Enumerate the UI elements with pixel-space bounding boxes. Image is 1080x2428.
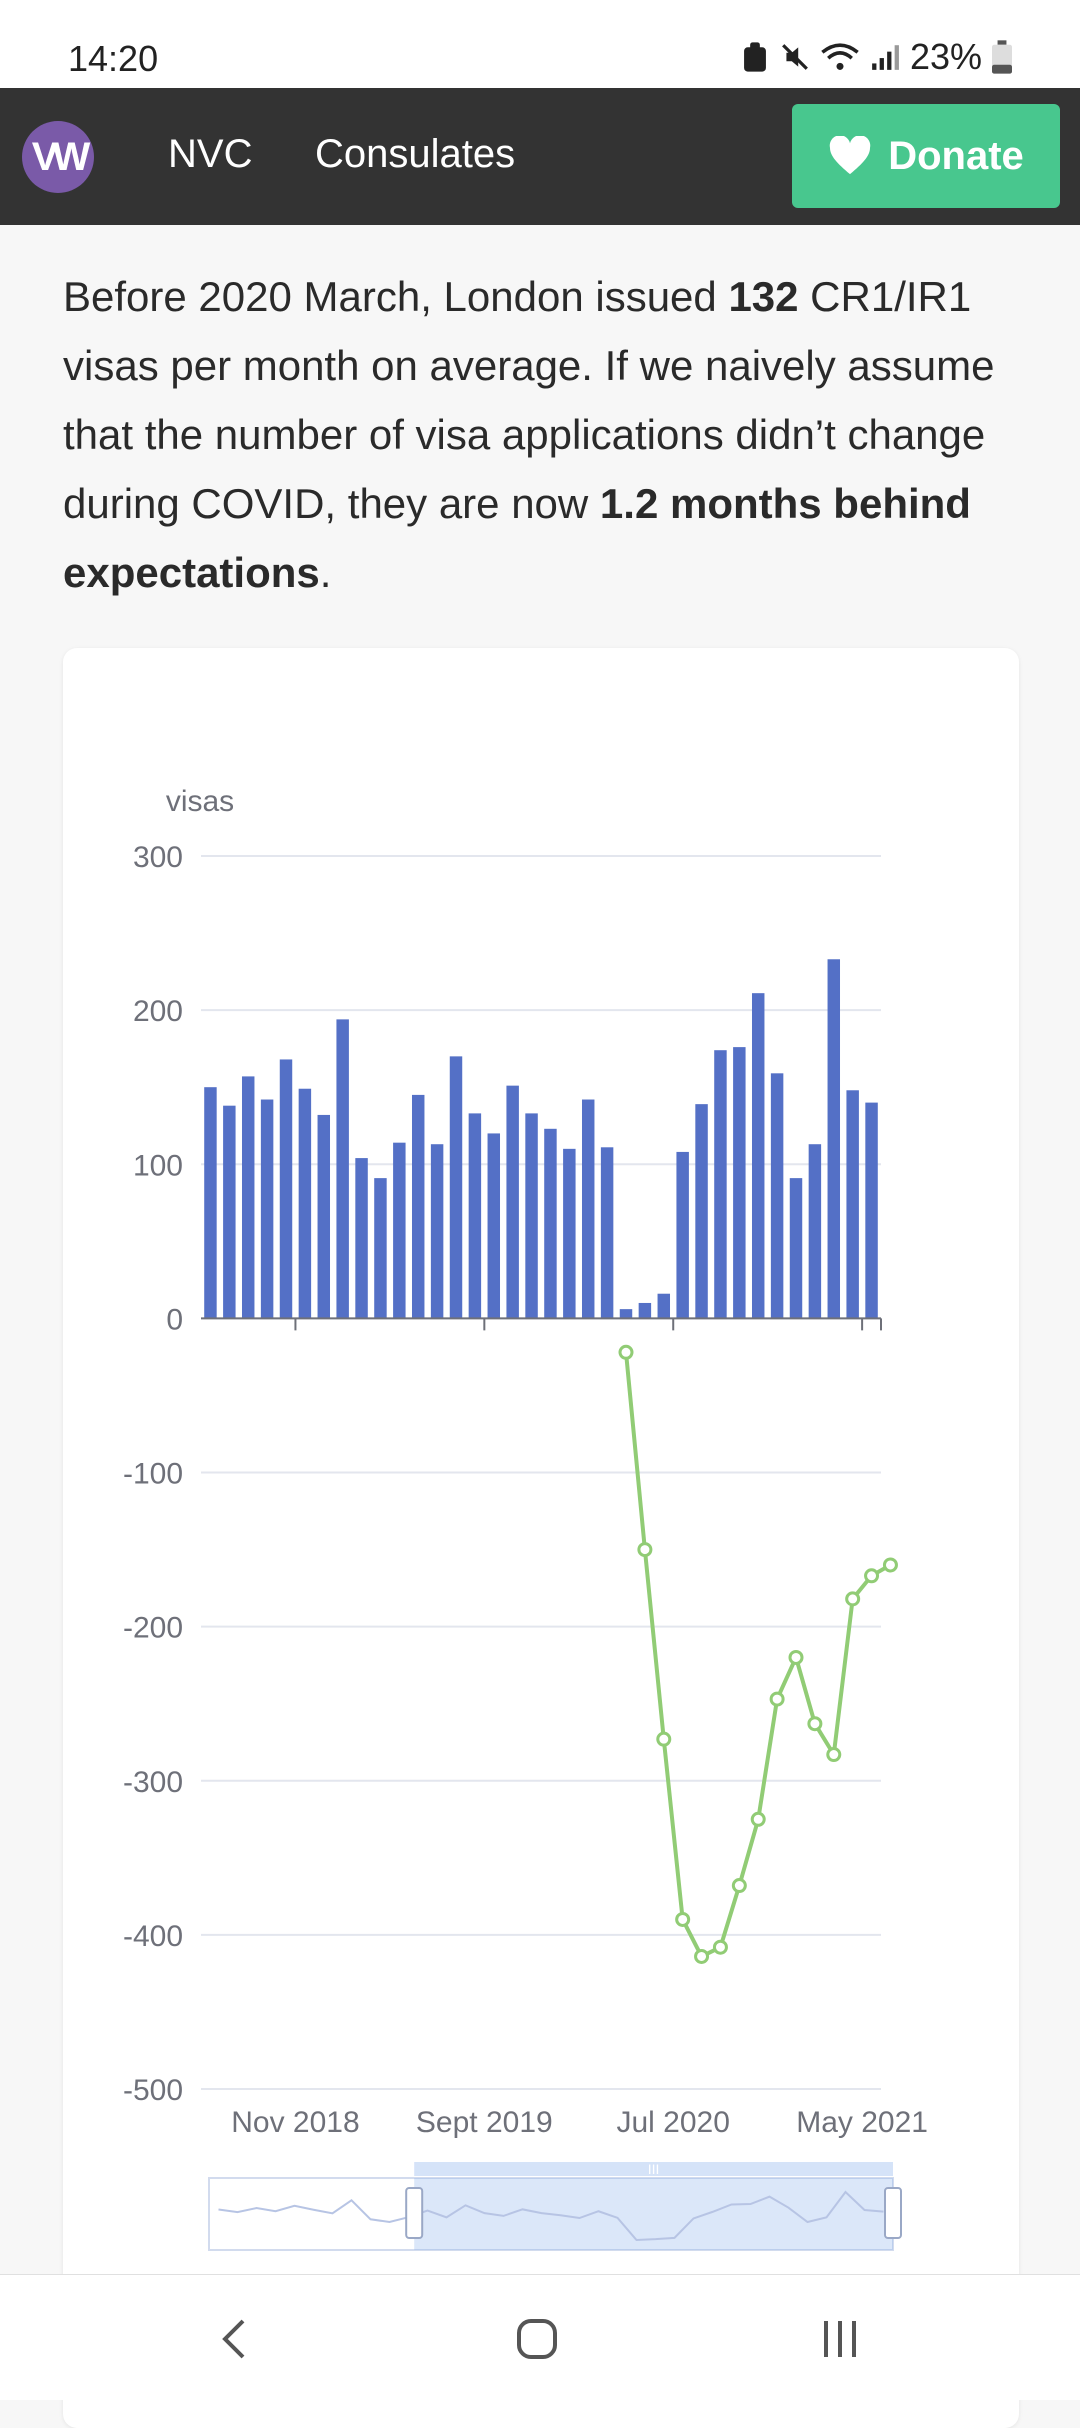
- intro-behind: 1.2 months behind expectations: [63, 480, 971, 596]
- y-tick-label: 0: [166, 1303, 183, 1336]
- donate-label: Donate: [888, 133, 1024, 178]
- line-point: [637, 1542, 653, 1558]
- donate-button[interactable]: Donate: [792, 104, 1060, 208]
- x-tick-label: Nov 2018: [231, 2106, 359, 2139]
- heart-icon: [829, 136, 871, 175]
- zoom-preview-line: [218, 2190, 884, 2242]
- bar: [223, 1105, 236, 1319]
- bar: [695, 1104, 708, 1319]
- bar: [430, 1144, 444, 1319]
- bar: [846, 1090, 859, 1319]
- line-point: [845, 1591, 861, 1607]
- bar: [865, 1102, 878, 1319]
- bar: [581, 1099, 595, 1319]
- lock-icon: [744, 42, 766, 72]
- zoom-move-handle[interactable]: [414, 2162, 893, 2176]
- bar: [770, 1073, 784, 1319]
- zoom-handle[interactable]: [405, 2187, 424, 2239]
- bar: [298, 1088, 312, 1319]
- line-point: [750, 1811, 766, 1827]
- line-point: [694, 1948, 710, 1964]
- back-icon[interactable]: [205, 2309, 265, 2369]
- line-point: [864, 1568, 880, 1584]
- wifi-icon: [821, 43, 859, 70]
- y-tick-label: -300: [123, 1766, 183, 1799]
- bar: [317, 1114, 331, 1319]
- line-point: [826, 1747, 842, 1763]
- bar: [260, 1099, 274, 1319]
- line-series: [624, 1352, 892, 1960]
- chart-card: 300 200 100 0 -100 -200 -300 -400 -500 visas Nov 2…: [63, 648, 1019, 2428]
- bar: [449, 1056, 463, 1319]
- y-tick-label: 100: [133, 1149, 183, 1182]
- bar: [676, 1151, 689, 1319]
- bar: [563, 1148, 576, 1319]
- zoom-move-grip: III: [648, 2161, 660, 2177]
- bar: [374, 1178, 387, 1319]
- y-tick-label: 200: [133, 995, 183, 1028]
- system-nav-bar: [0, 2274, 1080, 2400]
- bar: [808, 1144, 822, 1319]
- line-point: [656, 1731, 672, 1747]
- line-point: [618, 1344, 634, 1360]
- y-axis-label: visas: [166, 785, 234, 818]
- bar: [355, 1158, 368, 1319]
- battery-percent: 23%: [909, 36, 982, 77]
- x-tick-label: May 2021: [796, 2106, 928, 2139]
- line-point: [882, 1557, 898, 1573]
- zoom-handle[interactable]: [884, 2187, 902, 2239]
- bar: [204, 1087, 217, 1319]
- home-icon[interactable]: [507, 2309, 567, 2369]
- bar: [714, 1050, 727, 1319]
- top-nav: VW NVC Consulates Donate: [0, 88, 1080, 225]
- y-tick-label: -200: [123, 1612, 183, 1645]
- bar: [487, 1133, 501, 1319]
- line-point: [788, 1649, 804, 1665]
- bar: [411, 1094, 425, 1319]
- intro-text-1: Before 2020 March, London issued: [63, 273, 729, 320]
- intro-paragraph: Before 2020 March, London issued 132 CR1…: [63, 262, 1013, 607]
- x-tick-label: Sept 2019: [416, 2106, 553, 2139]
- visa-chart: 300 200 100 0 -100 -200 -300 -400 -500 visas Nov 2…: [123, 785, 928, 2251]
- status-bar: 14:20 23%: [0, 0, 1080, 88]
- bar: [619, 1309, 633, 1319]
- status-time: 14:20: [68, 38, 159, 79]
- y-tick-label: -400: [123, 1920, 183, 1953]
- site-logo[interactable]: VW: [22, 121, 94, 193]
- line-point: [712, 1939, 728, 1955]
- intro-text-3: .: [319, 549, 332, 596]
- bar: [241, 1076, 255, 1319]
- bar: [336, 1019, 349, 1319]
- mute-icon: [782, 44, 808, 70]
- signal-icon: [872, 45, 899, 70]
- bar: [751, 993, 765, 1319]
- line-point: [731, 1878, 747, 1894]
- bar: [600, 1147, 614, 1319]
- line-point: [807, 1716, 823, 1732]
- bar: [544, 1128, 557, 1319]
- bar: [657, 1293, 671, 1319]
- bar: [827, 959, 841, 1319]
- intro-text-2: CR1/IR1 visas per month on average. If w…: [63, 273, 995, 527]
- bar: [638, 1302, 652, 1319]
- bar: [789, 1178, 803, 1319]
- y-tick-label: 300: [133, 841, 183, 874]
- nav-link-consulates[interactable]: Consulates: [315, 132, 516, 176]
- bar: [525, 1113, 538, 1319]
- y-tick-label: -100: [123, 1458, 183, 1491]
- bar: [393, 1142, 406, 1319]
- bar: [279, 1059, 293, 1319]
- x-tick-label: Jul 2020: [617, 2106, 730, 2139]
- battery-icon: [992, 40, 1012, 74]
- nav-link-nvc[interactable]: NVC: [168, 132, 253, 176]
- recents-icon[interactable]: [810, 2309, 870, 2369]
- bar: [733, 1047, 746, 1319]
- line-point: [769, 1691, 785, 1707]
- status-icons: 23%: [740, 36, 1012, 78]
- bar: [468, 1113, 482, 1319]
- line-point: [675, 1911, 691, 1927]
- y-tick-label: -500: [123, 2074, 183, 2107]
- intro-average: 132: [728, 273, 799, 320]
- bar: [506, 1085, 519, 1319]
